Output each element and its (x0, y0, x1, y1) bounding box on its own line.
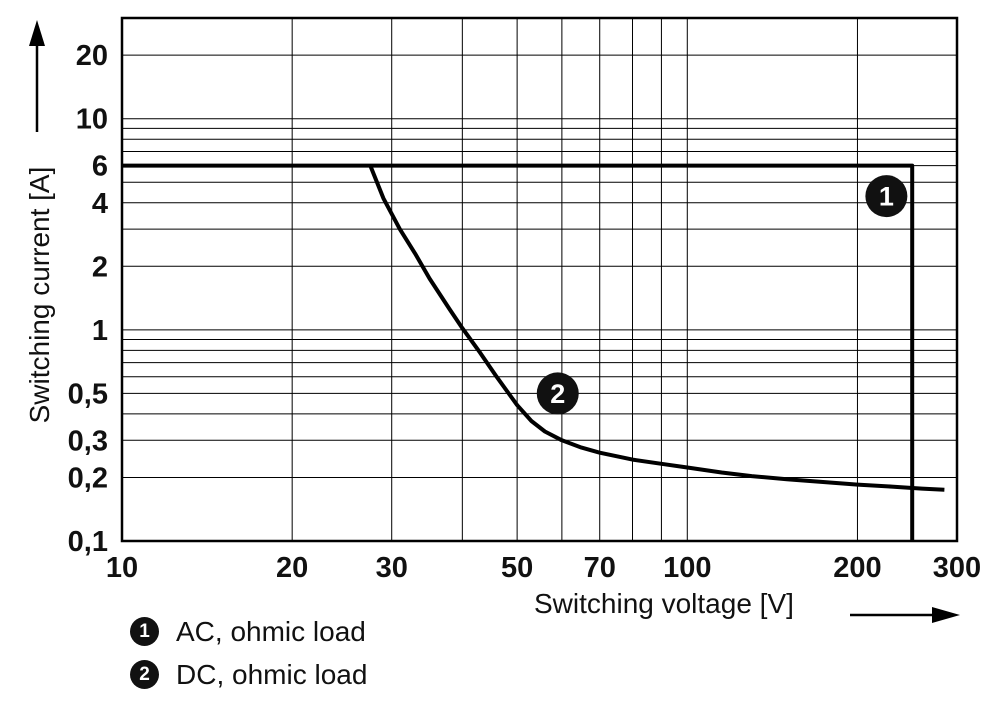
curve-marker-2 (536, 372, 579, 415)
curve-marker-1 (865, 175, 908, 218)
legend-label-ac: AC, ohmic load (176, 615, 366, 647)
x-tick-label: 70 (584, 552, 616, 584)
legend-marker-1-icon: 1 (130, 617, 159, 646)
x-tick-label: 300 (933, 552, 981, 584)
y-tick-label: 4 (92, 188, 108, 220)
legend-item-ac: 1 AC, ohmic load (130, 610, 367, 653)
y-tick-label: 10 (76, 104, 108, 136)
x-tick-label: 200 (833, 552, 881, 584)
y-axis-title: Switching current [A] (24, 166, 55, 424)
plot-border (120, 16, 959, 543)
y-tick-label: 2 (92, 251, 108, 283)
curve-marker-label: 2 (550, 379, 565, 409)
y-tick-label: 0,1 (68, 526, 108, 558)
y-tick-label: 0,5 (68, 378, 108, 410)
x-axis-title: Switching voltage [V] (534, 588, 794, 619)
y-tick-label: 0,3 (68, 425, 108, 457)
series-curve-1 (122, 163, 915, 541)
series-curve-2 (368, 164, 945, 492)
legend-label-dc: DC, ohmic load (176, 658, 368, 690)
chart-legend: 1 AC, ohmic load 2 DC, ohmic load (130, 610, 367, 696)
y-tick-label: 6 (92, 151, 108, 183)
legend-marker-2-icon: 2 (130, 660, 159, 689)
x-tick-label: 20 (276, 552, 308, 584)
y-tick-label: 1 (92, 315, 108, 347)
x-axis-arrow-head (932, 607, 960, 623)
x-tick-label: 30 (376, 552, 408, 584)
x-tick-label: 100 (663, 552, 711, 584)
y-tick-label: 20 (76, 40, 108, 72)
legend-item-dc: 2 DC, ohmic load (130, 653, 367, 696)
x-tick-label: 50 (501, 552, 533, 584)
y-tick-label: 0,2 (68, 462, 108, 494)
x-tick-label: 10 (106, 552, 138, 584)
curve-marker-label: 1 (879, 182, 894, 212)
y-axis-arrow-head (29, 20, 45, 46)
